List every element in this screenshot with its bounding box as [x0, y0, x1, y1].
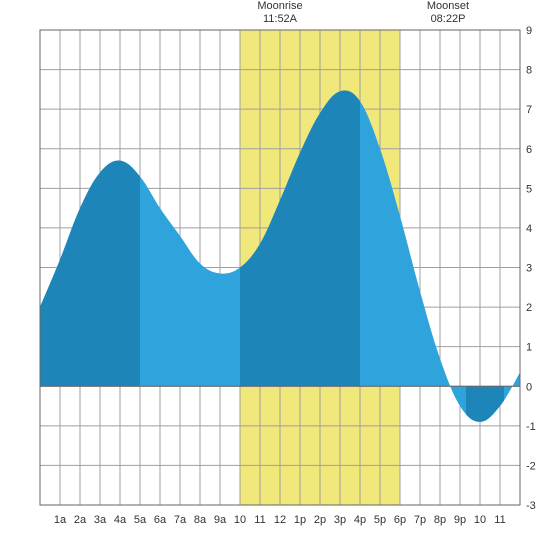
- y-tick-label: 0: [526, 381, 532, 393]
- moonset-label: Moonset: [418, 0, 478, 13]
- tide-chart-container: Moonrise 11:52A Moonset 08:22P -3-2-1012…: [0, 0, 550, 550]
- x-tick-label: 7a: [174, 514, 187, 526]
- y-tick-label: -3: [526, 500, 536, 512]
- y-tick-label: 2: [526, 302, 532, 314]
- x-tick-label: 9a: [214, 514, 227, 526]
- y-tick-label: -2: [526, 460, 536, 472]
- x-tick-label: 2p: [314, 514, 326, 526]
- tide-chart: -3-2-101234567891a2a3a4a5a6a7a8a9a101112…: [0, 0, 550, 550]
- x-tick-label: 1a: [54, 514, 67, 526]
- x-tick-label: 4a: [114, 514, 127, 526]
- moonset-header: Moonset 08:22P: [418, 0, 478, 26]
- y-tick-label: 3: [526, 263, 532, 275]
- moonrise-header: Moonrise 11:52A: [250, 0, 310, 26]
- x-tick-label: 6a: [154, 514, 167, 526]
- y-tick-label: 7: [526, 104, 532, 116]
- x-tick-label: 5p: [374, 514, 386, 526]
- x-tick-label: 10: [234, 514, 246, 526]
- x-tick-label: 2a: [74, 514, 87, 526]
- x-tick-label: 3a: [94, 514, 107, 526]
- y-tick-label: 9: [526, 25, 532, 37]
- moonrise-time: 11:52A: [250, 13, 310, 26]
- x-tick-label: 11: [494, 514, 505, 526]
- y-tick-label: 8: [526, 65, 532, 77]
- moonrise-label: Moonrise: [250, 0, 310, 13]
- x-tick-label: 3p: [334, 514, 346, 526]
- y-tick-label: 6: [526, 144, 532, 156]
- moonset-time: 08:22P: [418, 13, 478, 26]
- y-tick-label: 4: [526, 223, 532, 235]
- x-tick-label: 12: [274, 514, 286, 526]
- x-tick-label: 6p: [394, 514, 406, 526]
- x-tick-label: 9p: [454, 514, 466, 526]
- x-tick-label: 4p: [354, 514, 366, 526]
- x-tick-label: 5a: [134, 514, 147, 526]
- x-tick-label: 1p: [294, 514, 306, 526]
- x-tick-label: 11: [254, 514, 265, 526]
- x-tick-label: 10: [474, 514, 486, 526]
- y-tick-label: -1: [526, 421, 536, 433]
- y-tick-label: 1: [526, 342, 532, 354]
- y-tick-label: 5: [526, 183, 532, 195]
- x-tick-label: 8p: [434, 514, 446, 526]
- x-tick-label: 8a: [194, 514, 207, 526]
- x-tick-label: 7p: [414, 514, 426, 526]
